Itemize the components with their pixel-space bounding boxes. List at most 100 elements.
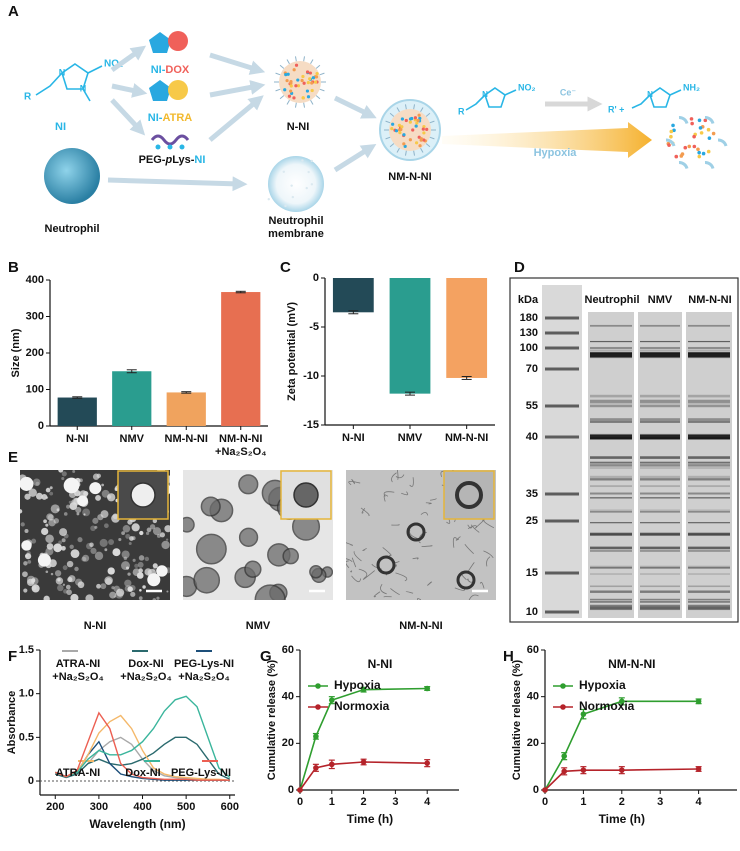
- fiber: [390, 588, 400, 595]
- group: NO₂: [518, 82, 536, 92]
- dot: [706, 149, 711, 154]
- np: [100, 583, 107, 590]
- lane: [686, 312, 732, 618]
- fiber: [470, 524, 480, 533]
- inset-particle: [130, 482, 156, 508]
- dot: [282, 170, 286, 173]
- fragment: [717, 138, 728, 147]
- np: [61, 538, 66, 543]
- fragment: [704, 161, 715, 170]
- dot: [301, 74, 305, 79]
- band: [640, 598, 680, 601]
- band: [640, 607, 680, 611]
- np: [149, 524, 156, 530]
- np: [45, 547, 54, 556]
- np: [104, 576, 113, 585]
- group: NO₂: [104, 59, 123, 70]
- x-tick-label: 0: [297, 796, 303, 808]
- np: [48, 518, 56, 527]
- dot: [403, 144, 407, 148]
- fiber: [351, 557, 357, 568]
- band: [688, 509, 730, 513]
- band: [590, 598, 632, 601]
- np: [139, 530, 144, 536]
- fiber: [405, 591, 414, 594]
- bond: [465, 94, 486, 111]
- bar: [166, 392, 206, 426]
- spike: [413, 104, 416, 110]
- dot: [399, 127, 403, 132]
- point: [313, 765, 319, 771]
- fiber: [360, 507, 370, 517]
- np: [24, 528, 29, 534]
- np: [74, 566, 79, 572]
- dot: [400, 125, 404, 129]
- band: [688, 497, 730, 499]
- band: [590, 600, 632, 603]
- dot: [697, 150, 701, 155]
- band: [688, 464, 730, 467]
- label-part: DOX: [165, 64, 190, 76]
- band: [590, 521, 632, 524]
- np: [68, 500, 72, 504]
- band: [640, 464, 680, 467]
- point: [580, 711, 587, 717]
- spike: [303, 102, 306, 108]
- icon: [168, 80, 188, 100]
- spike: [286, 99, 290, 105]
- np: [138, 596, 143, 600]
- point: [313, 733, 319, 740]
- band: [590, 497, 632, 499]
- nanoparticle: [383, 104, 436, 156]
- x-tick-label: NM-N-NI: [444, 432, 489, 444]
- dot: [305, 70, 310, 74]
- dot: [414, 124, 418, 128]
- dot: [291, 195, 295, 199]
- spike: [420, 107, 424, 113]
- y-tick-label: -15: [303, 419, 319, 431]
- band: [590, 550, 632, 552]
- y-tick-label: 60: [282, 644, 294, 656]
- spike: [389, 143, 395, 148]
- np: [138, 568, 143, 573]
- np: [156, 565, 168, 577]
- reductant: Ce⁻: [560, 87, 577, 97]
- np: [122, 525, 131, 533]
- x-tick-label: NMV: [119, 433, 144, 445]
- marker-label: 70: [526, 363, 538, 375]
- dot: [402, 133, 406, 137]
- band: [688, 346, 730, 350]
- group: R: [24, 92, 32, 103]
- np: [145, 531, 150, 536]
- dot: [417, 113, 421, 117]
- band: [590, 457, 632, 459]
- np: [31, 538, 37, 544]
- point: [329, 697, 335, 703]
- np: [152, 527, 162, 536]
- legend-label: Normoxia: [334, 699, 390, 713]
- hypoxia-arrow: [442, 122, 652, 158]
- np: [108, 539, 115, 546]
- nanoparticle: [273, 56, 326, 108]
- spike: [310, 99, 314, 105]
- np: [125, 566, 130, 570]
- np: [82, 554, 90, 562]
- dot: [284, 204, 287, 208]
- legend-label: ATRA-NI +Na₂S₂O₄: [52, 658, 104, 683]
- band: [590, 607, 632, 611]
- x-tick-label: 300: [90, 801, 108, 813]
- spike: [303, 56, 306, 62]
- fiber: [420, 512, 429, 516]
- band: [640, 509, 680, 513]
- spike: [413, 150, 416, 156]
- y-axis-label: Size (nm): [10, 328, 22, 377]
- marker-label: 35: [526, 488, 538, 500]
- x-tick-label: N-NI: [342, 432, 365, 444]
- band: [640, 434, 680, 440]
- np: [124, 579, 132, 587]
- np: [144, 556, 150, 562]
- legend-label: PEG-Lys-NI: [170, 767, 232, 779]
- band: [688, 604, 730, 608]
- dot: [292, 96, 296, 100]
- dot: [697, 154, 702, 159]
